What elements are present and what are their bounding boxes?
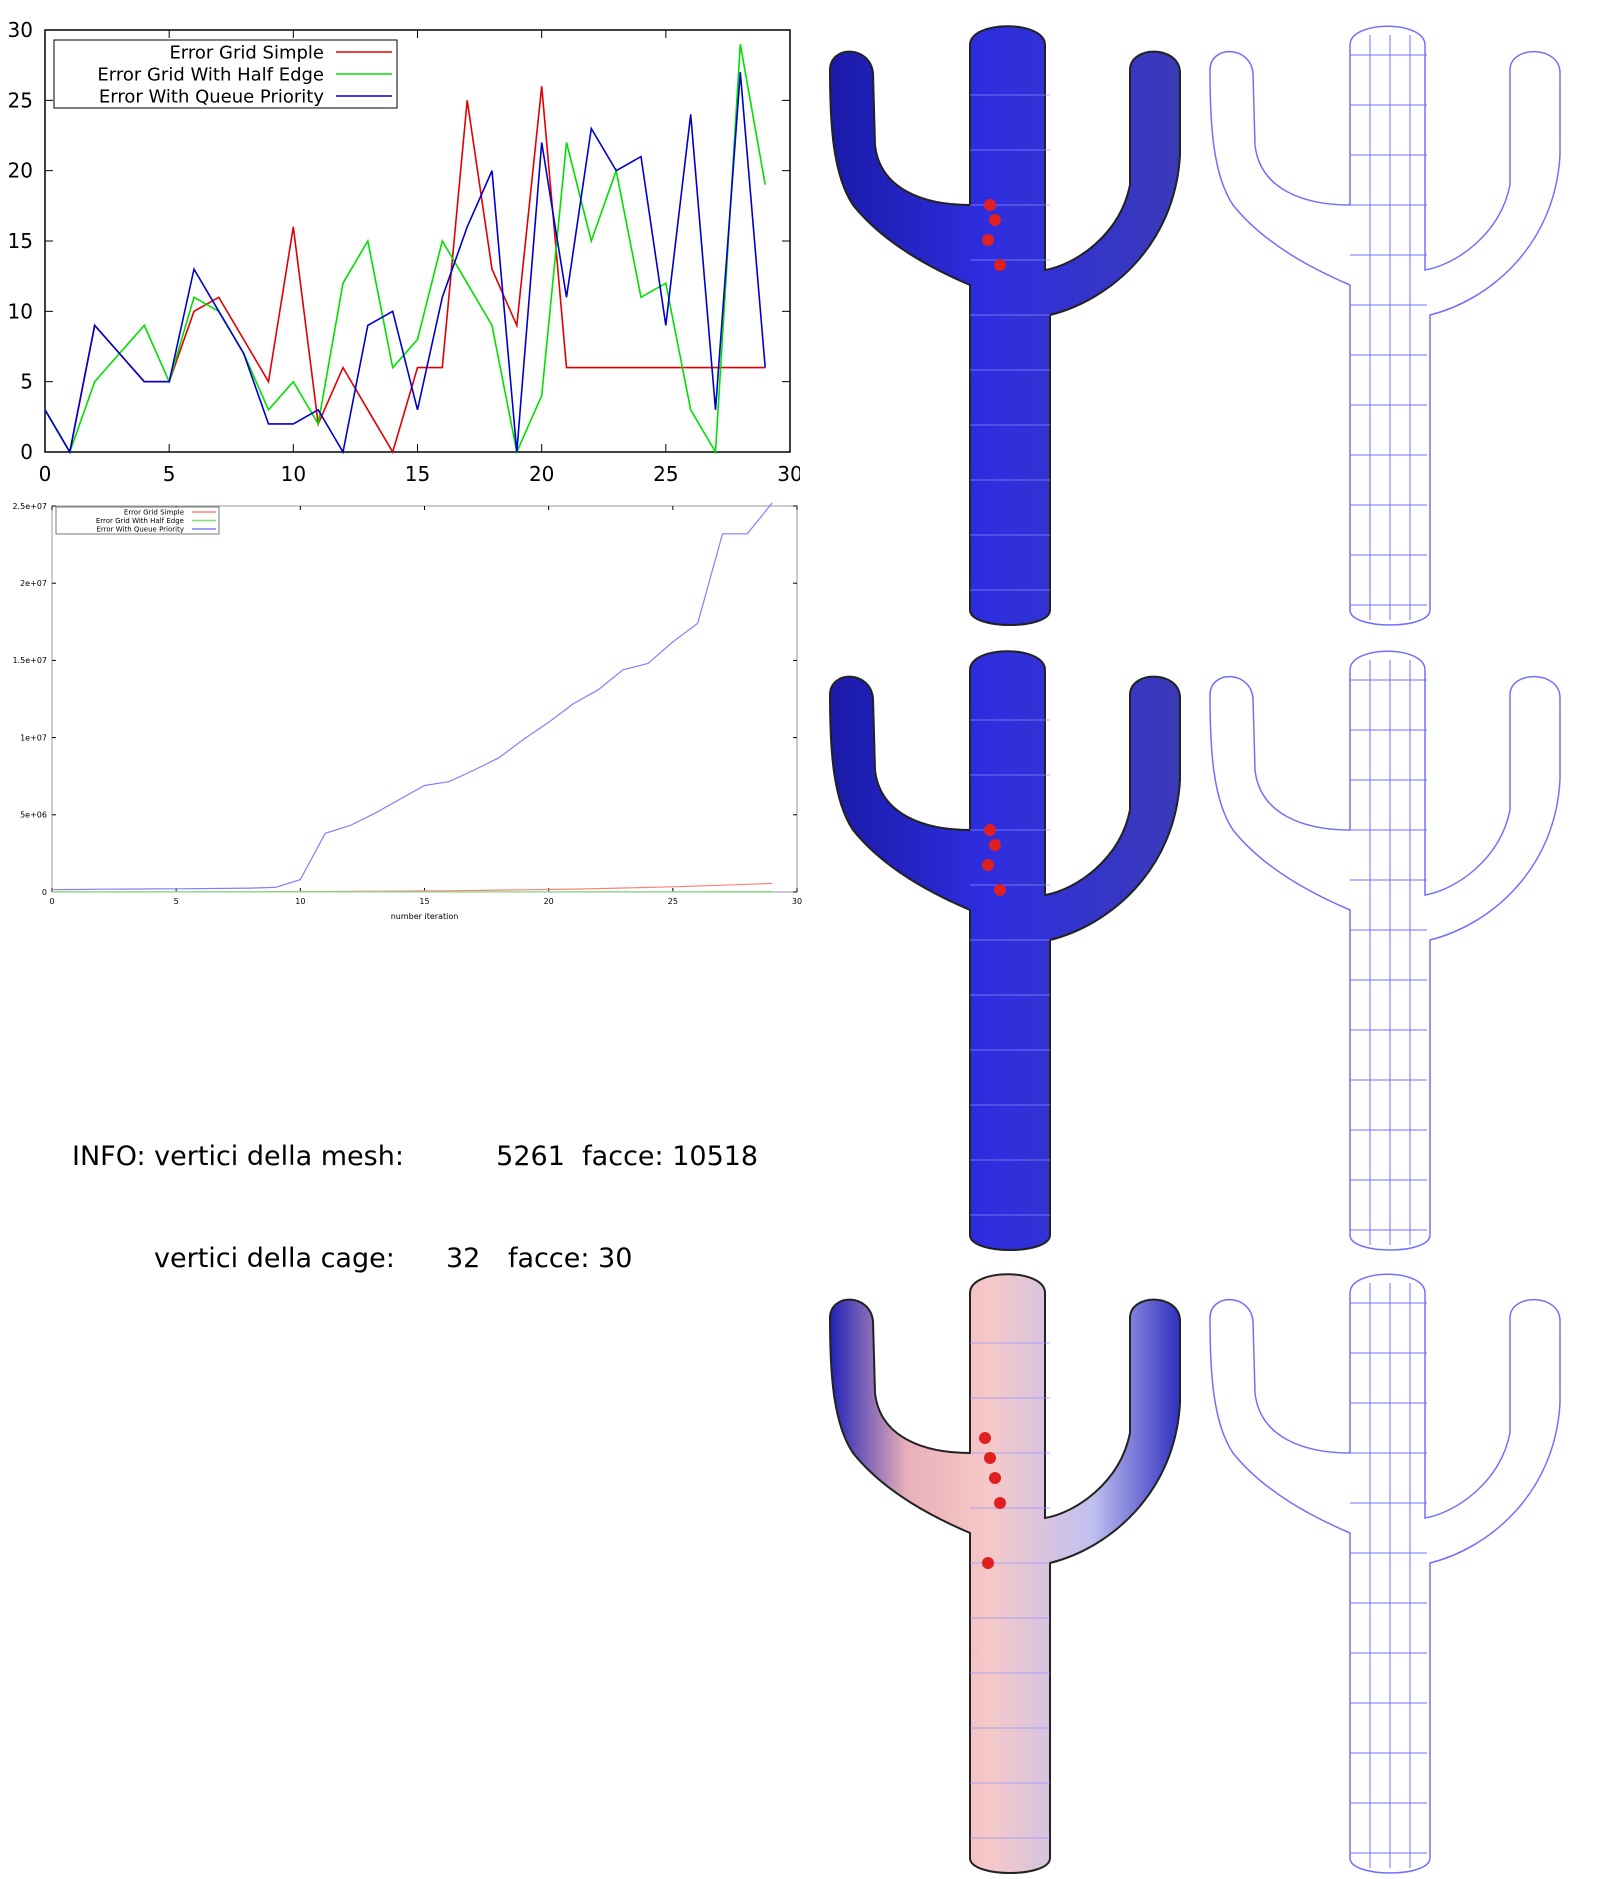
cactus-row (830, 651, 1560, 1250)
x-tick-label: 25 (668, 897, 678, 906)
cage-wireframe (1210, 26, 1560, 625)
x-tick-label: 5 (163, 462, 176, 486)
x-tick-label: 30 (777, 462, 800, 486)
chart-bottom-svg: 0 5 10 15 20 25 30 0 5e+06 1e+07 1.5e+07 2e+07 2.5e+… (0, 495, 810, 935)
x-tick-label: 15 (419, 897, 429, 906)
cage-vertices-value: 32 (422, 1242, 508, 1276)
x-axis-label: number iteration (391, 912, 459, 921)
y-tick-label: 5e+06 (20, 811, 47, 820)
x-tick-label: 0 (49, 897, 54, 906)
x-tick-label: 25 (653, 462, 678, 486)
y-tick-label: 1e+07 (20, 733, 47, 742)
cage-faces-value: 30 (598, 1243, 632, 1274)
x-tick-label: 30 (792, 897, 802, 906)
cage-faces-label: facce: (508, 1243, 589, 1274)
mesh-faces-label: facce: (582, 1141, 663, 1172)
cactus-row (830, 1274, 1560, 1873)
y-tick-label: 20 (8, 159, 33, 183)
y-tick-label: 30 (8, 18, 33, 42)
x-tick-label: 10 (281, 462, 306, 486)
chart-top-svg: 0 5 10 15 20 25 30 0 5 10 15 20 25 30 Error Grid Simpl… (0, 0, 800, 490)
cactus-row (830, 26, 1560, 625)
mesh-faces-value: 10518 (672, 1141, 758, 1172)
error-line-chart-bottom: 0 5 10 15 20 25 30 0 5e+06 1e+07 1.5e+07 2e+07 2.5e+… (0, 495, 810, 939)
error-spot (994, 1497, 1006, 1509)
error-line-chart-top: 0 5 10 15 20 25 30 0 5 10 15 20 25 30 Error Grid Simpl… (0, 0, 800, 494)
y-tick-label: 0 (42, 888, 47, 897)
y-tick-label: 0 (20, 440, 33, 464)
series-line (45, 72, 765, 452)
series-line (52, 503, 772, 890)
info-prefix: INFO: (72, 1141, 146, 1172)
y-tick-label: 10 (8, 299, 33, 323)
error-spot (982, 859, 994, 871)
y-tick-label: 2e+07 (20, 579, 47, 588)
legend-label: Error With Queue Priority (96, 525, 184, 533)
x-tick-label: 0 (39, 462, 52, 486)
cactus-render-svg (810, 0, 1617, 1875)
error-spot (979, 1432, 991, 1444)
error-spot (984, 1452, 996, 1464)
y-tick-label: 25 (8, 88, 33, 112)
legend-label: Error Grid With Half Edge (96, 517, 184, 525)
plot-frame (52, 506, 797, 892)
y-tick-label: 5 (20, 370, 33, 394)
y-tick-label: 15 (8, 229, 33, 253)
legend-label: Error Grid With Half Edge (97, 64, 324, 85)
x-tick-label: 10 (295, 897, 305, 906)
error-spot (982, 1557, 994, 1569)
mesh-vertices-label: vertici della mesh: (154, 1140, 496, 1174)
cage-wireframe (1210, 651, 1560, 1250)
series-line (52, 883, 772, 892)
error-spot (984, 199, 996, 211)
x-tick-label: 20 (544, 897, 554, 906)
cage-wireframe (1210, 1274, 1560, 1873)
error-spot (982, 234, 994, 246)
cage-vertices-label: vertici della cage: (154, 1242, 422, 1276)
error-spot (994, 259, 1006, 271)
x-tick-label: 15 (405, 462, 430, 486)
legend-label: Error Grid Simple (169, 42, 324, 63)
mesh-vertices-value: 5261 (496, 1140, 582, 1174)
cactus-renders (810, 0, 1617, 1879)
legend-label: Error Grid Simple (124, 508, 184, 516)
x-tick-label: 20 (529, 462, 554, 486)
x-tick-label: 5 (174, 897, 179, 906)
legend-label: Error With Queue Priority (99, 86, 324, 107)
error-spot (984, 824, 996, 836)
error-spot (989, 839, 1001, 851)
error-spot (994, 884, 1006, 896)
error-spot (989, 1472, 1001, 1484)
y-tick-label: 1.5e+07 (12, 656, 47, 665)
y-tick-label: 2.5e+07 (12, 502, 47, 511)
error-spot (989, 214, 1001, 226)
